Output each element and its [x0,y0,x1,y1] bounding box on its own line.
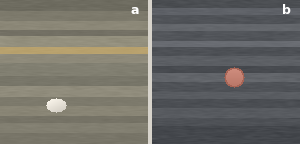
Text: b: b [282,4,291,17]
Text: a: a [130,4,139,17]
